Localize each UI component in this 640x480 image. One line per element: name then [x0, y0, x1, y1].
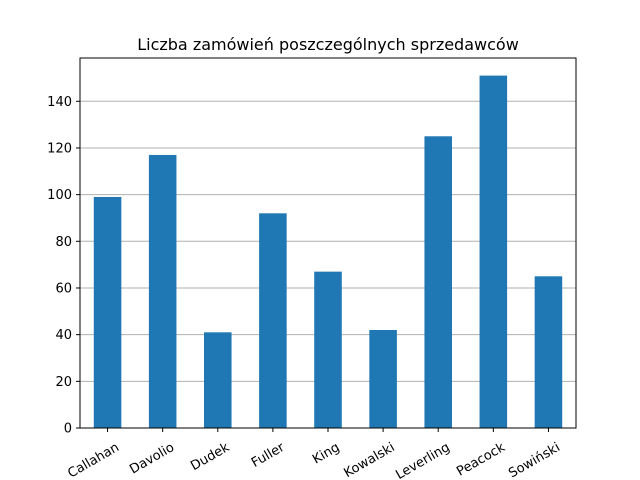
bar-davolio	[148, 154, 177, 428]
bar-fuller	[259, 213, 287, 428]
bar-leverling	[424, 136, 452, 428]
bar-sowiński	[534, 276, 563, 428]
y-tick-label: 60	[55, 281, 72, 296]
x-tick-label: Kowalski	[342, 440, 398, 480]
bar-kowalski	[369, 329, 397, 428]
x-tick-label: Callahan	[65, 440, 122, 480]
chart-title: Liczba zamówień poszczególnych sprzedawc…	[137, 35, 519, 54]
x-tick-label: Peacock	[454, 440, 508, 480]
bar-dudek	[204, 332, 232, 428]
x-axis-ticks: Callahan Davolio Dudek Fuller King KowalskiLe…	[65, 428, 563, 480]
y-tick-label: 40	[55, 328, 72, 343]
y-tick-label: 140	[47, 95, 72, 110]
bar-callahan	[93, 196, 122, 428]
bars	[93, 75, 563, 428]
x-tick-label: Davolio	[127, 440, 177, 477]
y-tick-label: 20	[55, 375, 72, 390]
y-tick-label: 120	[47, 141, 72, 156]
x-tick-label: Fuller	[249, 440, 288, 471]
x-tick-label: Dudek	[188, 440, 232, 474]
y-tick-label: 0	[64, 422, 72, 437]
y-tick-label: 100	[47, 188, 72, 203]
x-tick-label: Leverling	[393, 440, 452, 480]
y-tick-label: 80	[55, 235, 72, 250]
y-axis-ticks: 0 20 40 60 80 100 120 140	[47, 95, 80, 437]
x-tick-label: Sowiński	[506, 440, 563, 480]
x-tick-label: King	[310, 440, 342, 467]
bar-king	[314, 271, 342, 428]
bar-peacock	[479, 75, 508, 428]
